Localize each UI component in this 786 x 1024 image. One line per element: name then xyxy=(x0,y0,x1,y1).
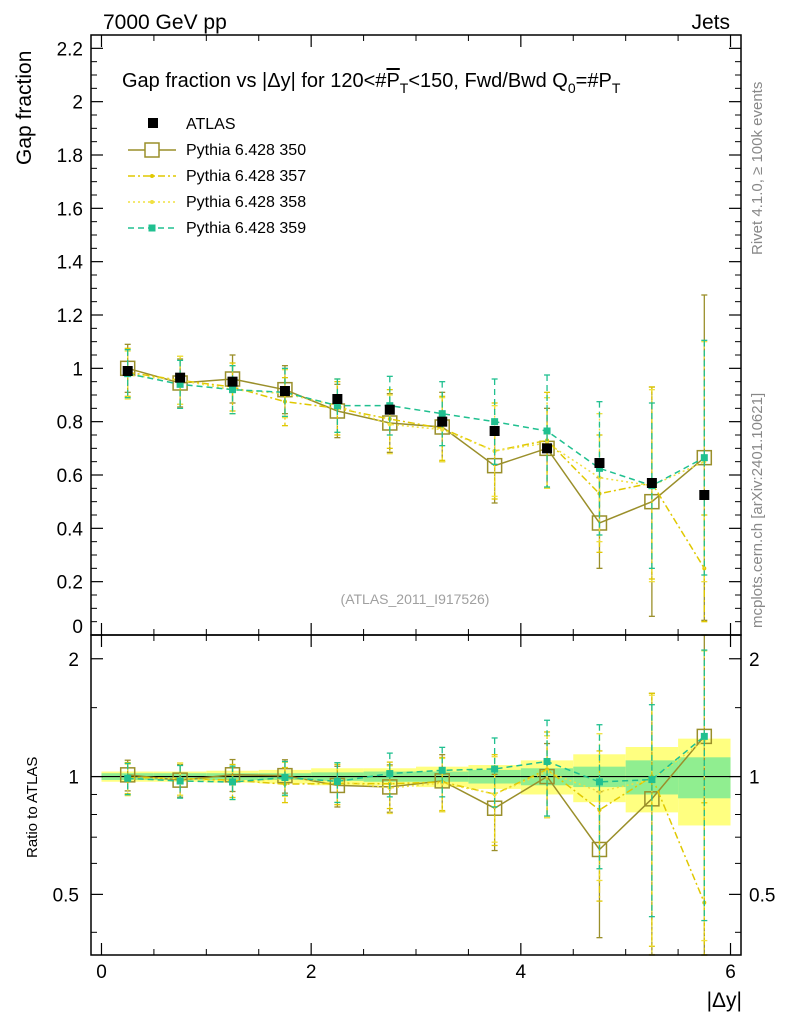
x-tick-label: 6 xyxy=(725,962,736,983)
axes-layer: 0 0.2 0.4 0.6 0.8 1 1.2 1.4 1.6 1.8 2 2.2 0.5 0.5 1 1 2 2… xyxy=(53,34,775,983)
x-tick-label: 2 xyxy=(306,962,317,983)
series-line-4 xyxy=(127,372,705,487)
ratio-series-line-3 xyxy=(127,739,705,795)
legend-label-1: Pythia 6.428 350 xyxy=(186,142,306,159)
legend-marker-atlas xyxy=(148,118,158,128)
ratio-tick-label-left: 1 xyxy=(68,768,79,789)
atlas-data-point xyxy=(175,372,186,383)
series-line-1 xyxy=(127,367,705,524)
series-marker-4 xyxy=(438,766,446,774)
ratio-tick-label-left: 2 xyxy=(68,650,79,671)
legend-marker-4 xyxy=(148,224,156,232)
atlas-data-point xyxy=(384,404,395,415)
legend-label-4: Pythia 6.428 359 xyxy=(186,220,306,237)
atlas-data-point xyxy=(646,478,657,488)
atlas-data-point xyxy=(594,458,605,468)
y-tick-label: 1.2 xyxy=(57,306,83,327)
y-tick-label: 2.2 xyxy=(57,39,83,60)
series-marker-3 xyxy=(597,789,602,794)
series-marker-4 xyxy=(543,427,551,435)
header-process-label: Jets xyxy=(691,11,730,34)
series-marker-4 xyxy=(229,778,237,786)
series-marker-4 xyxy=(176,380,184,388)
y-tick-label: 0 xyxy=(72,617,83,638)
series-marker-3 xyxy=(387,422,392,427)
ratio-tick-label-right: 0.5 xyxy=(749,885,775,906)
y-tick-label: 1.8 xyxy=(57,146,83,167)
series-marker-4 xyxy=(595,464,603,472)
series-marker-4 xyxy=(176,777,184,785)
atlas-data-point xyxy=(489,426,500,436)
x-axis-label: |Δy| xyxy=(707,989,742,1012)
main-panel-layer xyxy=(119,294,713,623)
ratio-tick-label-right: 1 xyxy=(749,768,760,789)
y-tick-label: 0.2 xyxy=(57,573,83,594)
y-axis-label: Gap fraction xyxy=(13,51,36,165)
atlas-data-point xyxy=(227,376,238,387)
series-marker-4 xyxy=(229,386,237,394)
title-pt-symbol: P xyxy=(386,70,399,92)
legend-marker-2 xyxy=(150,174,154,178)
series-marker-4 xyxy=(124,774,132,782)
series-line-2 xyxy=(127,371,705,569)
ratio-series-line-1 xyxy=(127,735,705,851)
ratio-y-axis-label: Ratio to ATLAS xyxy=(24,757,41,858)
title-pt2-symbol: P xyxy=(598,70,611,92)
x-tick-label: 4 xyxy=(516,962,527,983)
atlas-data-point xyxy=(332,394,343,404)
title-equals: =# xyxy=(576,70,600,92)
ratio-tick-label-right: 2 xyxy=(749,650,760,671)
legend-marker-1 xyxy=(144,142,160,158)
series-marker-4 xyxy=(438,410,446,418)
series-marker-4 xyxy=(543,757,551,765)
rivet-version-label: Rivet 4.1.0, ≥ 100k events xyxy=(749,82,766,255)
legend: ATLAS Pythia 6.428 350 Pythia 6.428 357 Pyt… xyxy=(128,116,306,237)
atlas-data-point xyxy=(699,490,710,500)
series-marker-4 xyxy=(648,776,656,784)
ratio-tick-label-left: 0.5 xyxy=(53,885,79,906)
series-line-3 xyxy=(127,374,705,487)
ratio-panel-layer xyxy=(91,634,741,956)
title-q-subscript: 0 xyxy=(568,80,576,96)
header-energy-label: 7000 GeV pp xyxy=(103,11,227,34)
y-tick-label: 0.6 xyxy=(57,466,83,487)
chart-title: Gap fraction vs |Δy| for 120<#PT<150, Fw… xyxy=(122,70,621,96)
y-tick-label: 1 xyxy=(72,359,83,380)
title-prefix: Gap fraction vs |Δy| for 120<# xyxy=(122,70,387,92)
ratio-series-line-2 xyxy=(127,768,705,903)
y-tick-label: 1.6 xyxy=(57,199,83,220)
y-tick-label: 1.4 xyxy=(57,253,84,274)
series-marker-3 xyxy=(440,427,445,432)
series-marker-4 xyxy=(491,765,499,773)
atlas-data-point xyxy=(437,416,448,427)
series-marker-4 xyxy=(700,454,708,462)
atlas-data-point xyxy=(542,443,553,454)
series-marker-4 xyxy=(333,777,341,785)
mcplots-reference-label: mcplots.cern.ch [arXiv:2401.10621] xyxy=(749,393,766,628)
title-pt-subscript: T xyxy=(400,80,409,96)
atlas-data-point xyxy=(122,366,133,376)
y-tick-label: 0.8 xyxy=(57,413,83,434)
series-marker-4 xyxy=(281,773,289,781)
legend-label-3: Pythia 6.428 358 xyxy=(186,194,306,211)
series-marker-4 xyxy=(386,770,394,778)
legend-label-2: Pythia 6.428 357 xyxy=(186,168,306,185)
title-pt2-subscript: T xyxy=(612,80,621,96)
series-marker-4 xyxy=(491,418,499,426)
series-marker-4 xyxy=(595,778,603,786)
series-marker-4 xyxy=(333,402,341,410)
title-middle: <150, Fwd/Bwd Q xyxy=(408,70,568,92)
x-tick-label: 0 xyxy=(96,962,107,983)
series-marker-4 xyxy=(700,732,708,740)
analysis-watermark: (ATLAS_2011_I917526) xyxy=(341,591,490,607)
atlas-data-point xyxy=(279,386,290,396)
y-tick-label: 0.4 xyxy=(57,519,84,540)
y-tick-label: 2 xyxy=(72,93,83,114)
series-marker-3 xyxy=(492,792,497,797)
legend-label-atlas: ATLAS xyxy=(186,116,236,133)
legend-marker-3 xyxy=(150,200,154,204)
